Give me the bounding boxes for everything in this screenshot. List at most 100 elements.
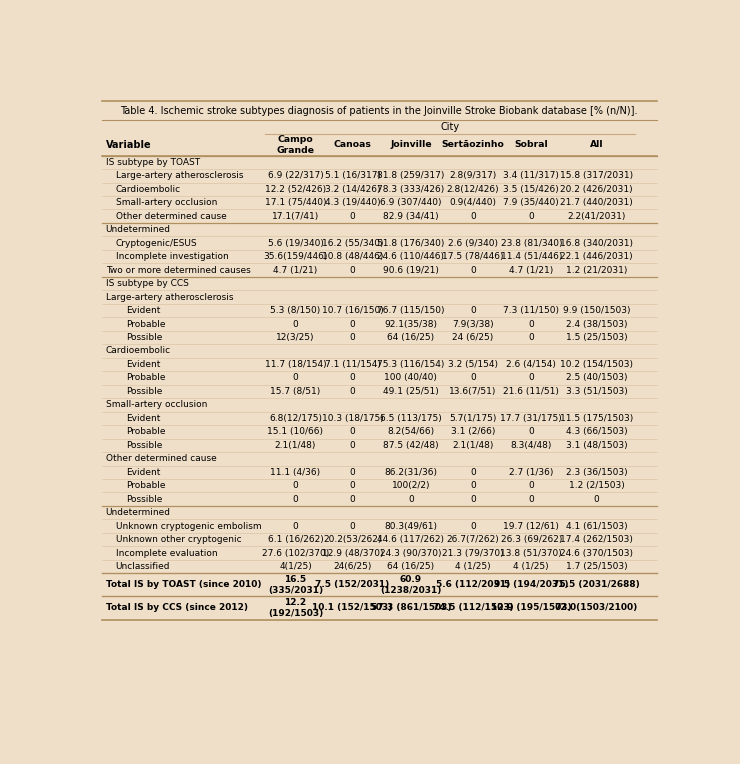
- Text: 2.8(12/426): 2.8(12/426): [447, 185, 500, 194]
- Text: 4.3 (19/440): 4.3 (19/440): [325, 198, 380, 207]
- Text: 0: 0: [292, 374, 298, 383]
- Text: 5.6 (112/2031): 5.6 (112/2031): [436, 581, 510, 589]
- Text: 64 (16/25): 64 (16/25): [387, 562, 434, 571]
- Text: 12.9 (195/1503): 12.9 (195/1503): [491, 604, 571, 613]
- Text: 17.1 (75/440): 17.1 (75/440): [265, 198, 326, 207]
- Text: 0: 0: [350, 427, 355, 436]
- Text: 74.5 (112/1503): 74.5 (112/1503): [433, 604, 514, 613]
- Text: 0: 0: [528, 212, 534, 221]
- Text: Possible: Possible: [126, 441, 162, 450]
- Text: 2.7 (1/36): 2.7 (1/36): [509, 468, 554, 477]
- Text: 27.6 (102/370): 27.6 (102/370): [262, 549, 329, 558]
- Text: 21.7 (440/2031): 21.7 (440/2031): [560, 198, 633, 207]
- Text: 3.2 (5/154): 3.2 (5/154): [448, 360, 498, 369]
- Text: 12.9 (48/370): 12.9 (48/370): [322, 549, 383, 558]
- Text: 0: 0: [292, 319, 298, 329]
- Text: 13.6(7/51): 13.6(7/51): [449, 387, 497, 396]
- Text: Undetermined: Undetermined: [106, 508, 171, 517]
- Text: 7.3 (11/150): 7.3 (11/150): [503, 306, 559, 315]
- Text: 16.5
(335/2031): 16.5 (335/2031): [268, 575, 323, 594]
- Text: IS subtype by CCS: IS subtype by CCS: [106, 279, 189, 288]
- Text: Other determined cause: Other determined cause: [115, 212, 226, 221]
- Text: Total IS by TOAST (since 2010): Total IS by TOAST (since 2010): [106, 581, 261, 589]
- Text: 0: 0: [470, 212, 476, 221]
- Text: 90.6 (19/21): 90.6 (19/21): [383, 266, 439, 274]
- Text: 0: 0: [470, 481, 476, 490]
- Text: Large-artery atherosclerosis: Large-artery atherosclerosis: [106, 293, 233, 302]
- Text: 3.3 (51/1503): 3.3 (51/1503): [565, 387, 628, 396]
- Text: 0: 0: [350, 468, 355, 477]
- Text: 10.2 (154/1503): 10.2 (154/1503): [560, 360, 633, 369]
- Text: 75.5 (2031/2688): 75.5 (2031/2688): [553, 581, 640, 589]
- Text: Unknown cryptogenic embolism: Unknown cryptogenic embolism: [115, 522, 261, 531]
- Text: 4.7 (1/21): 4.7 (1/21): [273, 266, 317, 274]
- Text: 0: 0: [350, 333, 355, 342]
- Text: 13.8 (51/370): 13.8 (51/370): [500, 549, 562, 558]
- Text: Cryptogenic/ESUS: Cryptogenic/ESUS: [115, 238, 198, 248]
- Text: Table 4. Ischemic stroke subtypes diagnosis of patients in the Joinville Stroke : Table 4. Ischemic stroke subtypes diagno…: [121, 105, 638, 115]
- Text: Incomplete evaluation: Incomplete evaluation: [115, 549, 218, 558]
- Text: 1.5 (25/1503): 1.5 (25/1503): [565, 333, 628, 342]
- Text: 10.8 (48/446): 10.8 (48/446): [322, 252, 383, 261]
- Text: 0: 0: [350, 212, 355, 221]
- Text: Sobral: Sobral: [514, 141, 548, 149]
- Text: 7.9(3/38): 7.9(3/38): [452, 319, 494, 329]
- Text: 64 (16/25): 64 (16/25): [387, 333, 434, 342]
- Text: Possible: Possible: [126, 387, 162, 396]
- Text: 12.2 (52/426): 12.2 (52/426): [265, 185, 326, 194]
- Text: 21.6 (11/51): 21.6 (11/51): [503, 387, 559, 396]
- Text: 17.4 (262/1503): 17.4 (262/1503): [560, 535, 633, 544]
- Text: Sertãozinho: Sertãozinho: [442, 141, 505, 149]
- Text: 24.6 (110/446): 24.6 (110/446): [377, 252, 445, 261]
- Text: 35.6(159/446): 35.6(159/446): [263, 252, 328, 261]
- Text: 8.2(54/66): 8.2(54/66): [387, 427, 434, 436]
- Text: Evident: Evident: [126, 306, 160, 315]
- Text: 0: 0: [350, 441, 355, 450]
- Text: 100 (40/40): 100 (40/40): [385, 374, 437, 383]
- Text: 2.8(9/317): 2.8(9/317): [449, 171, 497, 180]
- Text: 6.1 (16/262): 6.1 (16/262): [268, 535, 323, 544]
- Text: Other determined cause: Other determined cause: [106, 455, 216, 463]
- Text: Canoas: Canoas: [334, 141, 371, 149]
- Text: 87.5 (42/48): 87.5 (42/48): [383, 441, 439, 450]
- Text: 0: 0: [528, 374, 534, 383]
- Text: 51.8 (176/340): 51.8 (176/340): [377, 238, 445, 248]
- Text: 2.1(1/48): 2.1(1/48): [275, 441, 316, 450]
- Text: 11.4 (51/446): 11.4 (51/446): [500, 252, 562, 261]
- Text: Small-artery occlusion: Small-artery occlusion: [115, 198, 217, 207]
- Text: 3.1 (48/1503): 3.1 (48/1503): [565, 441, 628, 450]
- Text: 3.5 (15/426): 3.5 (15/426): [503, 185, 559, 194]
- Text: 3.4 (11/317): 3.4 (11/317): [503, 171, 559, 180]
- Text: 3.2 (14/426): 3.2 (14/426): [325, 185, 380, 194]
- Text: 17.5 (78/446): 17.5 (78/446): [443, 252, 504, 261]
- Text: 24.3 (90/370): 24.3 (90/370): [380, 549, 442, 558]
- Text: 16.2 (55/340): 16.2 (55/340): [322, 238, 383, 248]
- Text: 4.1 (61/1503): 4.1 (61/1503): [565, 522, 628, 531]
- Text: 2.6 (4/154): 2.6 (4/154): [506, 360, 556, 369]
- Text: 0: 0: [470, 374, 476, 383]
- Text: Joinville: Joinville: [390, 141, 431, 149]
- Text: 21.3 (79/370): 21.3 (79/370): [443, 549, 504, 558]
- Text: Probable: Probable: [126, 481, 165, 490]
- Text: 0: 0: [470, 495, 476, 503]
- Text: Large-artery atherosclerosis: Large-artery atherosclerosis: [115, 171, 243, 180]
- Text: Undetermined: Undetermined: [106, 225, 171, 235]
- Text: 8.3(4/48): 8.3(4/48): [511, 441, 552, 450]
- Text: 7.9 (35/440): 7.9 (35/440): [503, 198, 559, 207]
- Text: 4 (1/25): 4 (1/25): [455, 562, 491, 571]
- Text: 17.1(7/41): 17.1(7/41): [272, 212, 319, 221]
- Text: 9.9 (150/1503): 9.9 (150/1503): [562, 306, 630, 315]
- Text: 2.2(41/2031): 2.2(41/2031): [568, 212, 626, 221]
- Text: 24(6/25): 24(6/25): [334, 562, 371, 571]
- Text: Probable: Probable: [126, 427, 165, 436]
- Text: 2.4 (38/1503): 2.4 (38/1503): [566, 319, 628, 329]
- Text: 72.0(1503/2100): 72.0(1503/2100): [555, 604, 638, 613]
- Text: 24 (6/25): 24 (6/25): [452, 333, 494, 342]
- Bar: [102, 101, 656, 120]
- Text: 0: 0: [350, 266, 355, 274]
- Text: 11.1 (4/36): 11.1 (4/36): [270, 468, 320, 477]
- Text: 17.7 (31/175): 17.7 (31/175): [500, 414, 562, 422]
- Text: 19.7 (12/61): 19.7 (12/61): [503, 522, 559, 531]
- Text: 5.1 (16/317): 5.1 (16/317): [325, 171, 380, 180]
- Text: 57.3 (861/1503): 57.3 (861/1503): [371, 604, 451, 613]
